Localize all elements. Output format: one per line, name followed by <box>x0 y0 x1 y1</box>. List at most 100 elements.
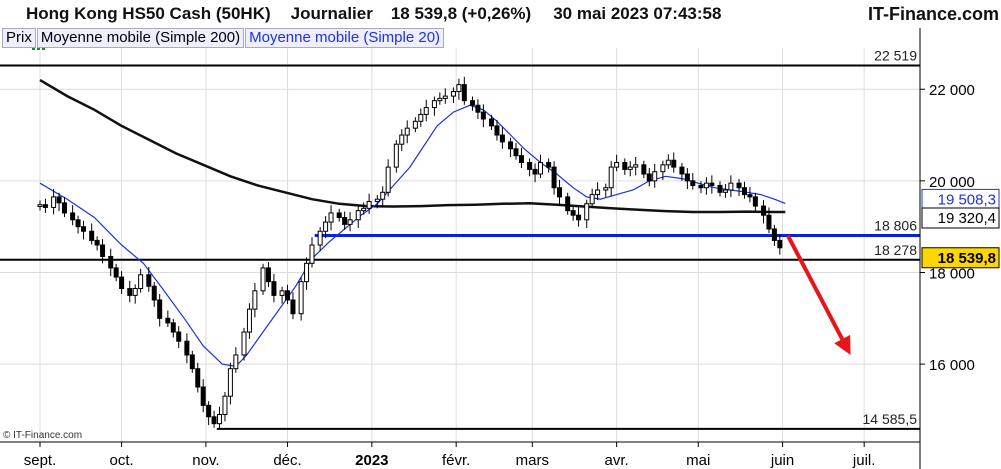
candle-body <box>752 196 758 207</box>
legend-ma20[interactable]: Moyenne mobile (Simple 20) <box>245 28 445 48</box>
level-label: 22 519 <box>874 47 917 63</box>
candle-body <box>494 125 500 136</box>
candle-body <box>151 285 157 301</box>
candle-body <box>703 182 709 189</box>
candle-body <box>309 244 315 264</box>
candle-body <box>489 118 495 127</box>
candle-body <box>641 164 647 175</box>
candle-body <box>766 214 772 230</box>
candle-body <box>565 196 571 212</box>
legend-ma200[interactable]: Moyenne mobile (Simple 200) <box>36 28 245 48</box>
candle-body <box>81 226 87 232</box>
candle-body <box>665 159 671 166</box>
candle-body <box>265 267 271 283</box>
candle-body <box>576 214 582 221</box>
candle-body <box>146 274 152 287</box>
candle-body <box>589 194 595 205</box>
candle-body <box>660 164 666 173</box>
candle-body <box>94 239 100 246</box>
ma200-line <box>39 79 786 214</box>
candle-body <box>499 134 505 143</box>
candle-body <box>456 84 462 93</box>
candle-body <box>570 210 576 216</box>
candle-body <box>450 91 456 97</box>
candle-body <box>323 221 329 232</box>
candlesticks <box>37 76 783 430</box>
candle-body <box>741 187 747 196</box>
candle-body <box>366 200 372 209</box>
candle-body <box>518 155 524 164</box>
candle-body <box>461 84 467 102</box>
ma20-path <box>39 104 786 368</box>
quote-datetime: 30 mai 2023 07:43:58 <box>553 4 722 23</box>
last-quote: 18 539,8 (+0,26%) <box>390 4 532 23</box>
candle-body <box>722 189 728 193</box>
candle-body <box>233 354 239 370</box>
candle-body <box>374 198 380 202</box>
candle-body <box>298 281 304 315</box>
candle-body <box>652 171 658 182</box>
chart-header: Hong Kong HS50 Cash (50HK) Journalier 18… <box>0 0 1001 52</box>
candle-body <box>100 244 106 257</box>
level-label: 18 806 <box>874 218 917 234</box>
candle-body <box>404 127 410 136</box>
candle-body <box>437 97 443 102</box>
candle-body <box>304 262 310 283</box>
candle-body <box>475 104 481 113</box>
it-finance-logo-icon <box>2 5 49 52</box>
candle-body <box>61 202 67 214</box>
trend-arrow <box>786 234 851 355</box>
x-tick-label: mai <box>686 452 710 469</box>
price-axis-frame <box>0 0 921 469</box>
chart-grid <box>0 48 920 442</box>
candle-body <box>37 204 43 208</box>
candle-body <box>595 189 601 196</box>
candle-body <box>119 276 125 290</box>
level-label: 14 585,5 <box>863 411 918 427</box>
candle-body <box>508 141 514 150</box>
arrow-shaft <box>786 234 844 340</box>
candle-body <box>527 162 533 170</box>
candle-body <box>385 166 391 193</box>
candle-body <box>355 210 361 221</box>
candle-body <box>132 288 138 296</box>
legend-prix[interactable]: Prix <box>2 28 36 48</box>
candle-body <box>252 290 258 310</box>
y-tick-label: 18 000 <box>929 265 975 282</box>
ma200-path <box>39 79 786 214</box>
copyright-notice: © IT-Finance.com <box>3 430 83 441</box>
candle-body <box>646 173 652 182</box>
candle-body <box>679 166 685 175</box>
candle-body <box>157 299 163 319</box>
x-tick-label: juil. <box>852 452 876 469</box>
candle-body <box>222 395 228 416</box>
y-tick-label: 20 000 <box>929 174 975 191</box>
candle-body <box>317 230 323 246</box>
x-tick-label: févr. <box>442 452 470 469</box>
candle-body <box>342 217 348 225</box>
candle-body <box>614 162 620 168</box>
candle-body <box>56 196 62 204</box>
price-box-last <box>921 247 1000 269</box>
candle-body <box>633 164 639 168</box>
candle-body <box>431 100 437 109</box>
x-tick-label: sept. <box>24 452 57 469</box>
candle-body <box>176 331 182 342</box>
candle-body <box>551 166 557 189</box>
price-box-label-ma20: 19 508,3 <box>938 191 996 208</box>
instrument-name: Hong Kong HS50 Cash (50HK) <box>26 4 271 23</box>
candle-body <box>418 113 424 122</box>
candle-body <box>206 404 212 418</box>
x-axis-ticks: sept. oct. nov. déc. 2023 févr. mars avr. mai jui… <box>24 442 876 469</box>
candle-body <box>513 148 519 157</box>
candle-body <box>217 414 223 425</box>
candle-body <box>671 159 677 168</box>
candle-body <box>113 267 119 278</box>
candle-body <box>336 212 342 219</box>
price-box-label-ma200: 19 320,4 <box>938 210 996 227</box>
candle-body <box>127 288 133 296</box>
brand-name: IT-Finance.com <box>867 4 999 24</box>
x-tick-label: 2023 <box>355 452 388 469</box>
horizontal-levels: 22 519 18 806 18 278 14 585,5 <box>0 47 920 430</box>
candle-body <box>227 368 233 397</box>
